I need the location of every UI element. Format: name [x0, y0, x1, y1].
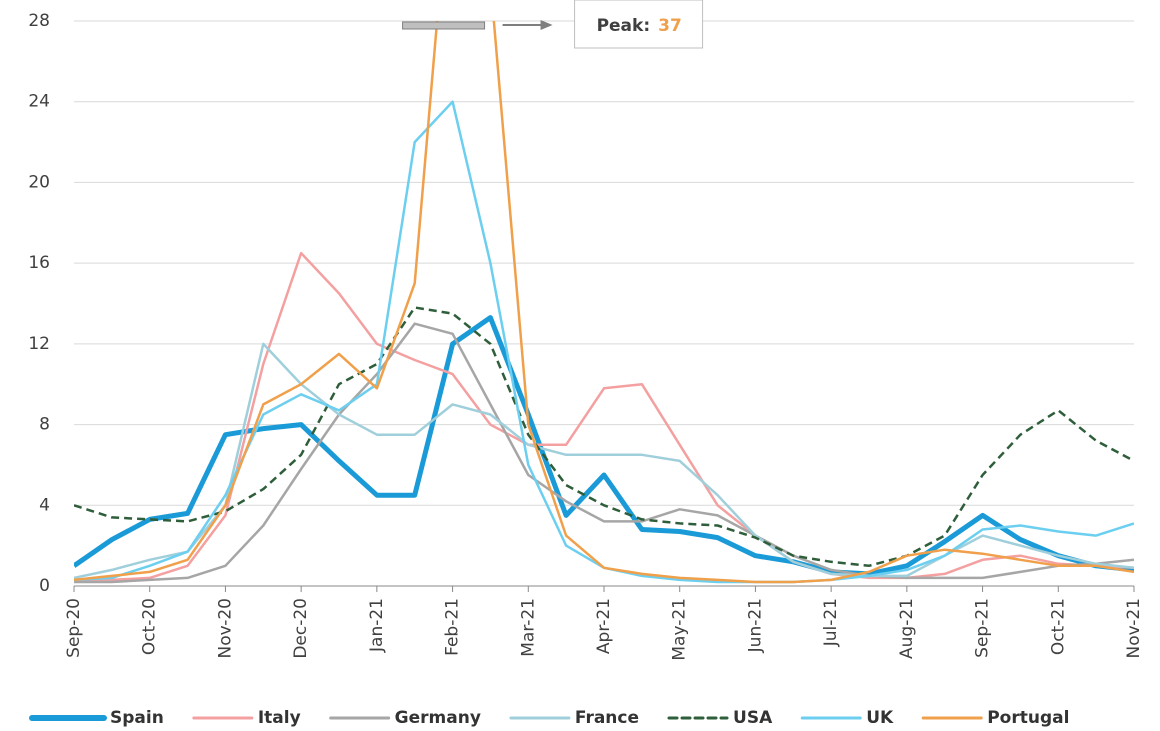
- series-line: [74, 306, 1134, 568]
- x-tick-label: Apr-21: [594, 598, 614, 654]
- legend-label: France: [575, 708, 639, 728]
- y-tick-label: 12: [28, 334, 50, 354]
- x-tick-label: Nov-21: [1124, 598, 1144, 659]
- series-line: [74, 100, 1134, 584]
- y-tick-label: 28: [28, 11, 50, 31]
- series-line: [74, 251, 1134, 582]
- series-line: [74, 342, 1134, 580]
- series-line: [74, 322, 1134, 584]
- annotation-arrowhead: [540, 20, 553, 30]
- series-line: [74, 315, 1134, 577]
- x-tick-label: Oct-20: [140, 598, 160, 655]
- y-tick-label: 8: [39, 415, 50, 435]
- x-tick-label: Feb-21: [443, 598, 463, 656]
- x-tick-label: Nov-20: [215, 598, 235, 659]
- legend-label: USA: [733, 708, 773, 728]
- legend-label: Italy: [258, 708, 301, 728]
- x-tick-label: Jan-21: [367, 598, 387, 653]
- legend-label: UK: [866, 708, 894, 728]
- series-line: [74, 21, 1134, 584]
- y-tick-label: 16: [28, 253, 50, 273]
- x-tick-label: Mar-21: [518, 598, 538, 657]
- clip-marker: [402, 21, 486, 30]
- legend-label: Portugal: [987, 708, 1069, 728]
- x-tick-label: May-21: [670, 598, 690, 661]
- annotation-label: Peak:: [597, 16, 651, 36]
- y-tick-label: 4: [39, 495, 50, 515]
- annotation-box: [574, 0, 704, 49]
- y-tick-label: 24: [28, 92, 50, 112]
- y-tick-label: 0: [39, 576, 50, 596]
- legend-label: Spain: [110, 708, 164, 728]
- x-tick-label: Sep-20: [64, 598, 84, 658]
- x-tick-label: Jul-21: [821, 598, 841, 647]
- annotation-value: 37: [658, 16, 682, 36]
- x-tick-label: Oct-21: [1048, 598, 1068, 655]
- x-tick-label: Jun-21: [745, 598, 765, 653]
- x-tick-label: Aug-21: [897, 598, 917, 659]
- lines: [74, 21, 1134, 584]
- labels: 0 4 8 12 16 20 24 28 Sep-20 Oct-20 Nov-20 Dec-20 Jan…: [28, 0, 1144, 728]
- y-tick-label: 20: [28, 172, 50, 192]
- legend-label: Germany: [395, 708, 481, 728]
- x-tick-label: Sep-21: [973, 598, 993, 658]
- grid: [73, 20, 1135, 592]
- x-tick-label: Dec-20: [291, 598, 311, 659]
